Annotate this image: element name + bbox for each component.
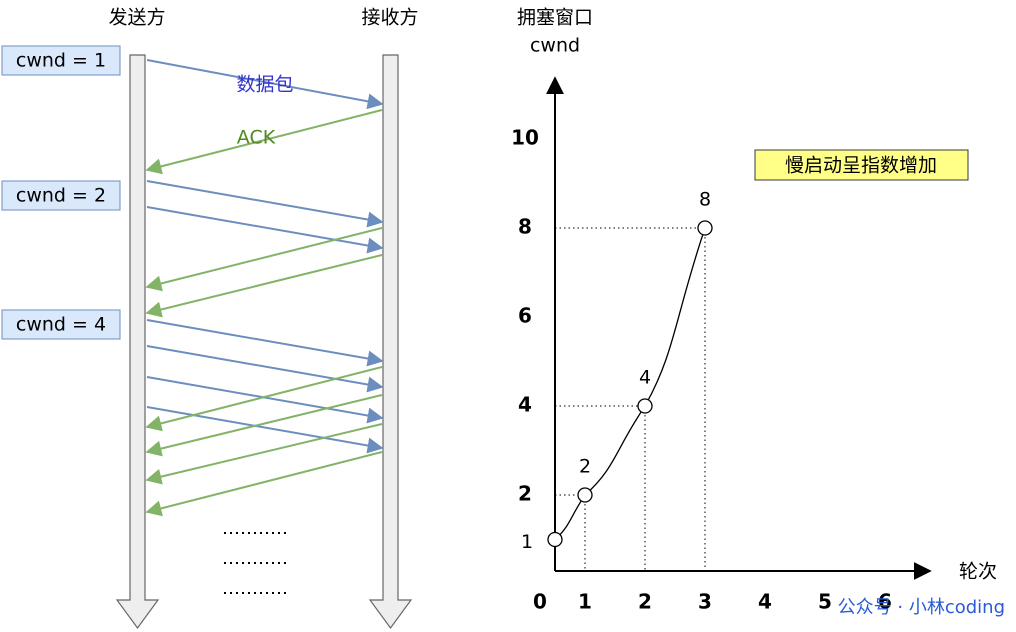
packet-arrow bbox=[146, 59, 384, 110]
cwnd-box bbox=[1, 309, 121, 340]
ack-arrow bbox=[145, 423, 383, 485]
y-tick-label: 10 bbox=[511, 126, 539, 150]
data-point bbox=[637, 398, 653, 414]
cwnd-label: cwnd = 1 bbox=[16, 50, 106, 72]
ellipsis bbox=[224, 532, 290, 594]
packet-arrow bbox=[146, 319, 384, 367]
y-tick-label: 6 bbox=[518, 304, 532, 328]
ack-label: ACK bbox=[237, 127, 276, 149]
x-tick-label: 6 bbox=[878, 590, 892, 614]
ack-arrow bbox=[145, 366, 383, 432]
packet-arrow bbox=[146, 406, 384, 454]
point-label: 4 bbox=[639, 367, 651, 389]
receiver-label: 接收方 bbox=[361, 7, 418, 29]
cwnd-label: cwnd = 4 bbox=[16, 314, 106, 336]
x-tick-label: 2 bbox=[638, 590, 652, 614]
cwnd-box bbox=[1, 180, 121, 211]
sender-label: 发送方 bbox=[108, 7, 165, 29]
packet-arrow bbox=[146, 206, 384, 254]
y-tick-label: 2 bbox=[518, 482, 532, 506]
point-label: 1 bbox=[521, 531, 533, 553]
x-tick-label: 0 bbox=[533, 590, 547, 614]
x-axis-title: 轮次 bbox=[959, 561, 997, 583]
data-point bbox=[577, 487, 593, 503]
arrows bbox=[145, 59, 384, 517]
y-tick-label: 4 bbox=[518, 393, 532, 417]
x-tick-label: 4 bbox=[758, 590, 772, 614]
point-label: 8 bbox=[699, 189, 711, 211]
packet-label: 数据包 bbox=[236, 74, 293, 96]
ack-arrow bbox=[145, 109, 383, 175]
data-point bbox=[547, 531, 563, 548]
receiver-lifeline bbox=[368, 54, 413, 630]
packet-arrow bbox=[146, 345, 384, 393]
packet-arrow bbox=[146, 180, 384, 228]
y-axis-unit: cwnd bbox=[530, 35, 580, 57]
cwnd-label: cwnd = 2 bbox=[16, 185, 106, 207]
ack-arrow bbox=[145, 394, 383, 457]
growth-curve bbox=[554, 227, 706, 540]
sender-lifeline bbox=[115, 54, 160, 630]
watermark: 公众号 · 小林coding bbox=[838, 597, 1005, 618]
annotation: 慢启动呈指数增加 bbox=[785, 155, 937, 177]
x-tick-label: 5 bbox=[818, 590, 832, 614]
annotation-box bbox=[754, 149, 969, 181]
x-tick-label: 3 bbox=[698, 590, 712, 614]
ack-arrow bbox=[145, 254, 383, 318]
x-tick-label: 1 bbox=[578, 590, 592, 614]
ack-arrow bbox=[145, 227, 383, 292]
cwnd-box bbox=[1, 45, 121, 76]
data-point bbox=[697, 220, 713, 236]
ack-arrow bbox=[145, 451, 383, 517]
y-axis-title: 拥塞窗口 bbox=[517, 7, 593, 29]
y-tick-label: 8 bbox=[518, 215, 532, 239]
point-label: 2 bbox=[579, 456, 591, 478]
